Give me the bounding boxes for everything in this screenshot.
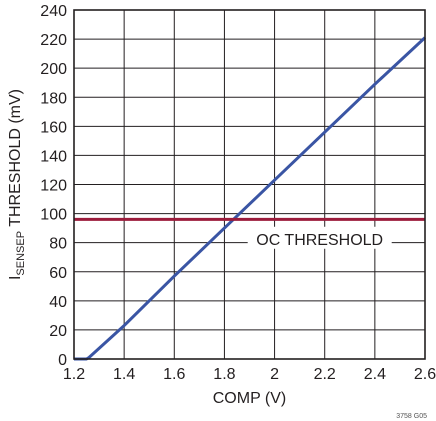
y-tick-label: 200 bbox=[40, 61, 67, 78]
y-tick-label: 140 bbox=[40, 148, 67, 165]
figure-id: 3758 G05 bbox=[396, 413, 427, 420]
x-tick-label: 1.4 bbox=[113, 366, 135, 383]
x-tick-label: 1.8 bbox=[213, 366, 235, 383]
x-tick-label: 1.2 bbox=[63, 366, 85, 383]
grid bbox=[73, 9, 426, 360]
x-tick-label: 2.2 bbox=[314, 366, 336, 383]
x-axis-label: COMP (V) bbox=[213, 390, 286, 407]
y-tick-label: 80 bbox=[49, 236, 67, 253]
y-tick-label: 180 bbox=[40, 90, 67, 107]
annotation-label: OC THRESHOLD bbox=[256, 232, 383, 249]
y-axis-label: ISENSEP THRESHOLD (mV) bbox=[7, 89, 27, 280]
x-tick-label: 2.4 bbox=[364, 366, 386, 383]
series-line bbox=[74, 36, 427, 361]
y-tick-label: 100 bbox=[40, 207, 67, 224]
y-axis-label-rest: THRESHOLD (mV) bbox=[7, 89, 24, 231]
y-tick-label: 60 bbox=[49, 265, 67, 282]
y-tick-label: 160 bbox=[40, 119, 67, 136]
y-tick-label: 240 bbox=[40, 3, 67, 20]
series-layer bbox=[74, 36, 427, 361]
y-tick-label: 40 bbox=[49, 294, 67, 311]
y-tick-label: 220 bbox=[40, 32, 67, 49]
plot-frame bbox=[73, 9, 426, 360]
y-tick-label: 20 bbox=[49, 323, 67, 340]
annotation-background bbox=[247, 226, 392, 249]
tick-labels: 1.2 1.4 1.6 1.8 2 2.2 2.4 2.6 0 20 40 60 80 100 120 140… bbox=[40, 3, 436, 383]
x-tick-label: 2 bbox=[270, 366, 279, 383]
annotations: OC THRESHOLD bbox=[247, 226, 392, 249]
x-tick-label: 1.6 bbox=[163, 366, 185, 383]
y-tick-label: 0 bbox=[58, 352, 67, 369]
y-tick-label: 120 bbox=[40, 178, 67, 195]
y-axis-label-subscript: SENSEP bbox=[15, 231, 27, 276]
y-axis-label-main: I bbox=[7, 276, 24, 280]
x-tick-label: 2.6 bbox=[414, 366, 436, 383]
